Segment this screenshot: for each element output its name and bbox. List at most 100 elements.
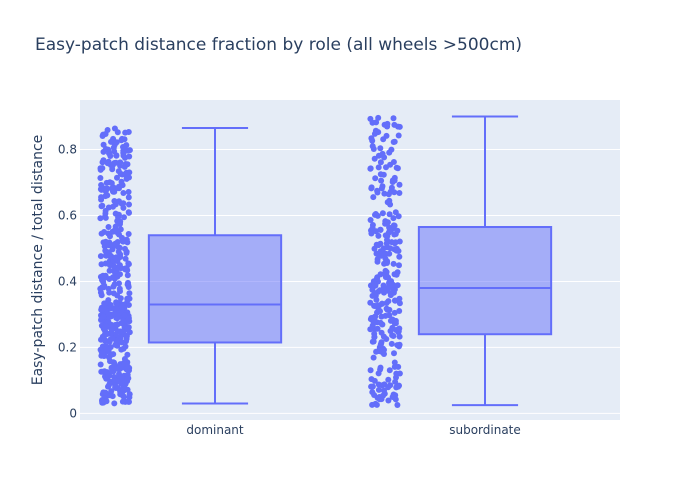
data-point bbox=[372, 211, 378, 218]
data-point bbox=[383, 164, 389, 171]
data-point bbox=[375, 164, 382, 171]
data-point bbox=[117, 218, 124, 225]
data-point bbox=[126, 290, 133, 297]
data-point bbox=[102, 214, 109, 221]
data-point bbox=[377, 159, 384, 166]
data-point bbox=[380, 282, 387, 289]
data-point bbox=[98, 352, 105, 359]
data-point bbox=[396, 325, 403, 332]
data-point bbox=[395, 123, 401, 130]
data-point bbox=[123, 250, 130, 256]
data-point bbox=[107, 344, 114, 351]
data-point bbox=[116, 231, 122, 238]
data-point bbox=[369, 389, 376, 396]
data-point bbox=[396, 253, 403, 260]
data-point bbox=[386, 306, 393, 313]
data-point bbox=[367, 115, 374, 122]
data-point bbox=[395, 213, 402, 220]
data-point bbox=[380, 345, 386, 352]
data-point bbox=[116, 371, 122, 377]
data-point bbox=[122, 266, 129, 273]
data-point bbox=[122, 255, 129, 262]
data-point bbox=[104, 127, 111, 133]
data-point bbox=[104, 369, 111, 376]
data-point bbox=[384, 199, 391, 206]
data-point bbox=[389, 281, 396, 288]
data-point bbox=[388, 239, 395, 246]
data-point bbox=[382, 232, 389, 239]
data-point bbox=[113, 139, 120, 146]
data-point bbox=[385, 376, 392, 383]
data-point bbox=[99, 159, 106, 166]
data-point bbox=[101, 336, 108, 343]
data-point bbox=[108, 241, 115, 248]
data-point bbox=[377, 226, 384, 233]
data-point bbox=[375, 386, 382, 393]
data-point bbox=[126, 295, 133, 302]
data-point bbox=[125, 315, 132, 322]
data-point bbox=[98, 194, 105, 201]
data-point bbox=[116, 285, 123, 292]
data-point bbox=[373, 119, 380, 126]
data-point bbox=[390, 115, 397, 122]
chart-title: Easy-patch distance fraction by role (al… bbox=[35, 35, 522, 55]
data-point bbox=[111, 310, 118, 317]
x-tick-label: subordinate bbox=[449, 423, 521, 437]
data-point bbox=[117, 391, 124, 398]
data-point bbox=[390, 139, 397, 145]
data-point bbox=[125, 189, 132, 195]
y-tick-label: 0.6 bbox=[58, 208, 77, 222]
data-point bbox=[120, 200, 127, 207]
data-point bbox=[386, 211, 393, 218]
data-point bbox=[396, 262, 402, 269]
data-point bbox=[103, 323, 109, 330]
data-point bbox=[122, 385, 128, 392]
data-point bbox=[99, 397, 105, 404]
data-point bbox=[122, 343, 129, 350]
data-point bbox=[396, 370, 403, 377]
data-point bbox=[396, 295, 403, 302]
data-point bbox=[110, 283, 117, 290]
data-point bbox=[390, 215, 397, 222]
data-point bbox=[100, 239, 107, 246]
data-point bbox=[125, 261, 132, 268]
data-point bbox=[107, 358, 113, 365]
data-point bbox=[368, 135, 375, 142]
data-point bbox=[115, 211, 122, 218]
data-point bbox=[110, 203, 116, 210]
data-point bbox=[394, 402, 401, 408]
data-point bbox=[392, 396, 399, 403]
y-axis-title: Easy-patch distance / total distance bbox=[30, 135, 46, 386]
data-point bbox=[375, 114, 382, 121]
data-point bbox=[391, 309, 398, 316]
data-point bbox=[124, 272, 131, 279]
data-point bbox=[117, 226, 124, 233]
data-point bbox=[396, 308, 403, 314]
data-point bbox=[103, 179, 110, 186]
data-point bbox=[373, 296, 380, 303]
data-point bbox=[109, 393, 116, 400]
data-point bbox=[393, 271, 400, 278]
data-point bbox=[395, 132, 402, 139]
data-point bbox=[370, 319, 377, 326]
data-point bbox=[377, 145, 384, 152]
data-point bbox=[105, 311, 112, 317]
data-point bbox=[373, 250, 380, 257]
x-tick-labels: dominant subordinate bbox=[186, 423, 520, 437]
data-point bbox=[105, 373, 112, 380]
y-tick-label: 0.2 bbox=[58, 340, 77, 354]
iqr-box bbox=[417, 226, 553, 336]
data-point bbox=[385, 397, 392, 404]
data-point bbox=[390, 222, 397, 229]
data-point bbox=[121, 163, 128, 170]
boxes bbox=[147, 115, 553, 407]
data-point bbox=[395, 383, 402, 390]
data-point bbox=[126, 209, 132, 216]
data-point bbox=[97, 361, 104, 368]
data-point bbox=[383, 250, 389, 257]
data-point bbox=[107, 262, 113, 269]
data-point bbox=[378, 177, 385, 184]
data-point bbox=[367, 367, 374, 374]
